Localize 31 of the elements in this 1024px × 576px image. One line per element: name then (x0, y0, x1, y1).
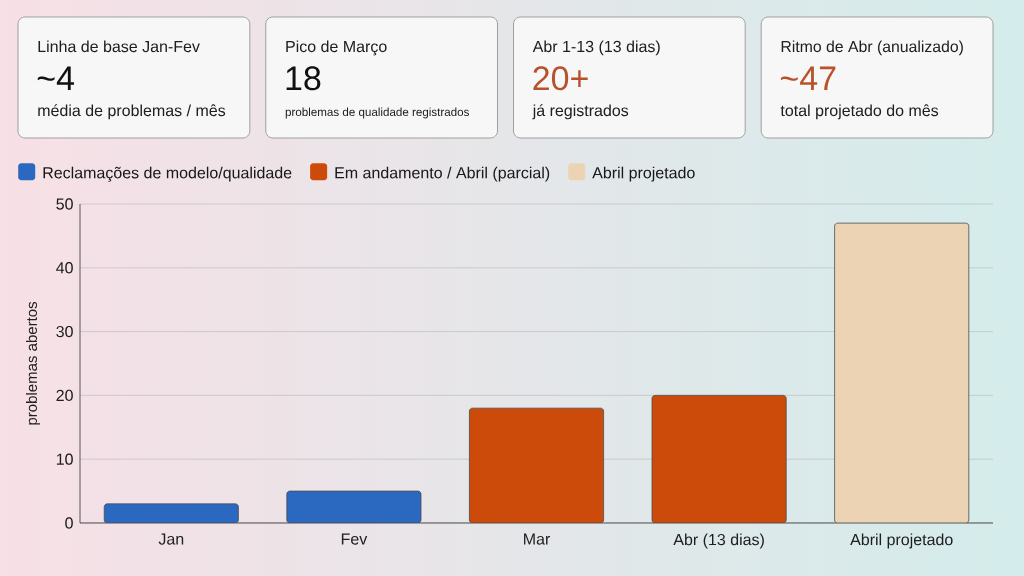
x-tick-label: Abr (13 dias) (673, 533, 764, 549)
legend-label: Abril projetado (592, 166, 695, 182)
text: Ritmo de Abr (anualizado) (781, 40, 963, 56)
y-axis-title: problemas abertos (25, 301, 40, 425)
y-tick-label: 20 (56, 389, 73, 402)
y-tick-label: 0 (65, 517, 73, 529)
text: ~4 (37, 66, 74, 90)
y-tick-label: 50 (56, 198, 73, 210)
bar (469, 407, 605, 523)
bar (103, 503, 239, 523)
x-tick-label: Fev (341, 533, 368, 545)
y-tick-label: 40 (56, 262, 73, 274)
text: já registrados (532, 104, 629, 120)
y-tick-label: 10 (56, 453, 73, 465)
text: Abr 1-13 (13 dias) (532, 40, 660, 56)
text: 20+ (533, 66, 588, 91)
legend-label: Em andamento / Abril (parcial) (335, 166, 550, 182)
x-tick-label: Abril projetado (850, 533, 953, 549)
legend-label: Reclamações de modelo/qualidade (43, 166, 292, 182)
bar (286, 490, 422, 523)
text: total projetado do mês (780, 104, 939, 120)
text: Linha de base Jan-Fev (38, 40, 200, 53)
y-tick-label: 30 (56, 325, 73, 338)
text: problemas de qualidade registrados (285, 107, 469, 119)
x-tick-label: Mar (524, 533, 551, 545)
text: média de problemas / mês (38, 104, 226, 120)
x-tick-label: Jan (158, 533, 184, 545)
text: ~47 (780, 66, 836, 90)
text: Pico de Março (286, 40, 387, 56)
bar (651, 394, 787, 523)
text: 18 (286, 66, 321, 91)
